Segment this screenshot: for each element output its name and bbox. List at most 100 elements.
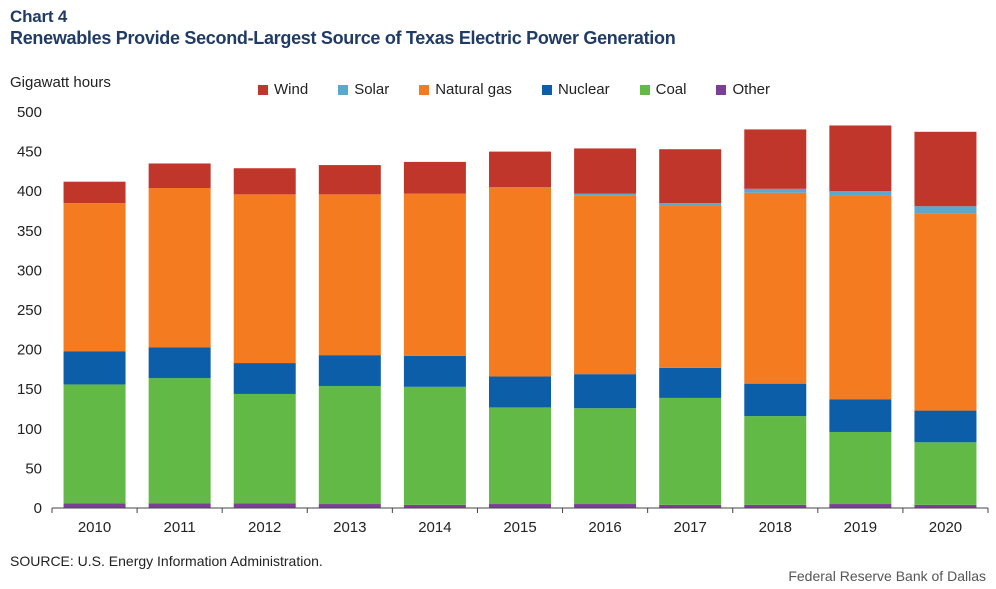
bar-natural-gas-2014 (403, 193, 466, 356)
chart-label: Chart 4 (10, 7, 68, 26)
bar-natural-gas-2020 (914, 213, 977, 411)
bar-stack-2014 (403, 161, 466, 508)
bar-coal-2013 (318, 386, 381, 505)
y-tick-label: 50 (25, 460, 42, 477)
bar-nuclear-2015 (489, 376, 551, 408)
bar-coal-2018 (744, 416, 807, 505)
bar-wind-2011 (148, 163, 211, 189)
bar-wind-2013 (318, 165, 381, 195)
bar-nuclear-2016 (574, 374, 637, 409)
bar-coal-2012 (233, 393, 296, 504)
y-tick-label: 100 (17, 421, 42, 438)
y-tick-label: 350 (17, 223, 42, 240)
bar-solar-2019 (829, 191, 892, 196)
bar-wind-2019 (829, 125, 892, 192)
y-tick-label: 300 (17, 262, 42, 279)
bar-wind-2018 (744, 129, 807, 189)
legend-swatch-other (716, 84, 727, 95)
x-tick-label: 2010 (78, 519, 111, 536)
bar-other-2017 (659, 504, 722, 508)
bar-stack-2013 (318, 165, 381, 508)
bar-other-2016 (574, 504, 637, 508)
bar-wind-2010 (63, 181, 126, 204)
bar-coal-2014 (403, 386, 466, 505)
x-tick-label: 2020 (929, 519, 962, 536)
bar-nuclear-2020 (914, 410, 977, 443)
bar-wind-2014 (403, 161, 466, 194)
y-tick-label: 150 (17, 381, 42, 398)
bar-natural-gas-2011 (148, 188, 211, 348)
legend-swatch-natural-gas (419, 84, 430, 95)
bar-nuclear-2014 (403, 355, 466, 387)
bar-other-2019 (829, 504, 892, 508)
bar-stack-2019 (829, 125, 892, 508)
bar-nuclear-2010 (63, 351, 126, 385)
bar-natural-gas-2018 (744, 192, 807, 384)
bar-coal-2010 (63, 384, 126, 504)
x-tick-label: 2014 (418, 519, 451, 536)
x-tick-label: 2015 (503, 519, 536, 536)
bar-natural-gas-2017 (659, 205, 722, 368)
bar-natural-gas-2012 (233, 194, 296, 364)
bar-stack-2012 (233, 168, 296, 508)
bar-wind-2017 (659, 149, 722, 204)
bar-other-2015 (489, 504, 551, 508)
bar-natural-gas-2016 (574, 195, 637, 375)
legend: Wind Solar Natural gas Nuclear Coal Othe… (258, 81, 800, 98)
y-tick-label: 500 (17, 104, 42, 121)
bar-stack-2010 (63, 181, 126, 508)
bar-solar-2015 (489, 187, 551, 189)
bar-nuclear-2017 (659, 367, 722, 398)
bar-nuclear-2012 (233, 363, 296, 394)
legend-swatch-nuclear (541, 84, 552, 95)
chart-title: Renewables Provide Second-Largest Source… (10, 28, 676, 48)
legend-label-coal: Coal (655, 81, 687, 98)
bar-natural-gas-2015 (489, 188, 551, 377)
bar-coal-2011 (148, 378, 211, 504)
bar-other-2013 (318, 504, 381, 508)
bar-other-2014 (403, 504, 466, 508)
legend-swatch-solar (338, 84, 349, 95)
legend-item-coal: Coal (639, 81, 687, 98)
bar-wind-2020 (914, 131, 977, 207)
legend-label-wind: Wind (274, 81, 309, 98)
y-axis-label: Gigawatt hours (10, 74, 111, 91)
bar-stack-2017 (659, 149, 722, 508)
bar-solar-2017 (659, 203, 722, 206)
bar-nuclear-2018 (744, 383, 807, 417)
legend-swatch-coal (639, 84, 650, 95)
bar-coal-2020 (914, 442, 977, 505)
x-tick-label: 2012 (248, 519, 281, 536)
y-tick-label: 200 (17, 342, 42, 359)
bar-other-2018 (744, 504, 807, 508)
legend-item-natural-gas: Natural gas (419, 81, 512, 98)
bar-coal-2019 (829, 431, 892, 505)
bar-stack-2015 (489, 151, 551, 508)
x-tick-label: 2013 (333, 519, 366, 536)
bar-coal-2015 (489, 407, 551, 505)
bar-stack-2016 (574, 148, 637, 508)
x-tick-label: 2011 (164, 519, 196, 536)
legend-label-nuclear: Nuclear (557, 81, 610, 98)
bar-natural-gas-2013 (318, 194, 381, 356)
legend-item-other: Other (716, 81, 770, 98)
x-tick-label: 2019 (844, 519, 877, 536)
x-tick-label: 2016 (588, 519, 621, 536)
x-tick-label: 2017 (673, 519, 706, 536)
bar-stack-2020 (914, 131, 977, 508)
bar-stacks (63, 125, 977, 508)
legend-label-other: Other (732, 81, 770, 98)
y-tick-label: 0 (34, 500, 42, 517)
bar-solar-2018 (744, 188, 807, 193)
bar-stack-2011 (148, 163, 211, 508)
bar-wind-2016 (574, 148, 637, 194)
legend-label-natural-gas: Natural gas (435, 81, 512, 98)
credit-note: Federal Reserve Bank of Dallas (788, 568, 986, 584)
bar-coal-2017 (659, 397, 722, 505)
y-tick-label: 250 (17, 302, 42, 319)
y-tick-label: 450 (17, 144, 42, 161)
bar-wind-2012 (233, 168, 296, 195)
legend-item-nuclear: Nuclear (541, 81, 610, 98)
bar-coal-2016 (574, 408, 637, 505)
